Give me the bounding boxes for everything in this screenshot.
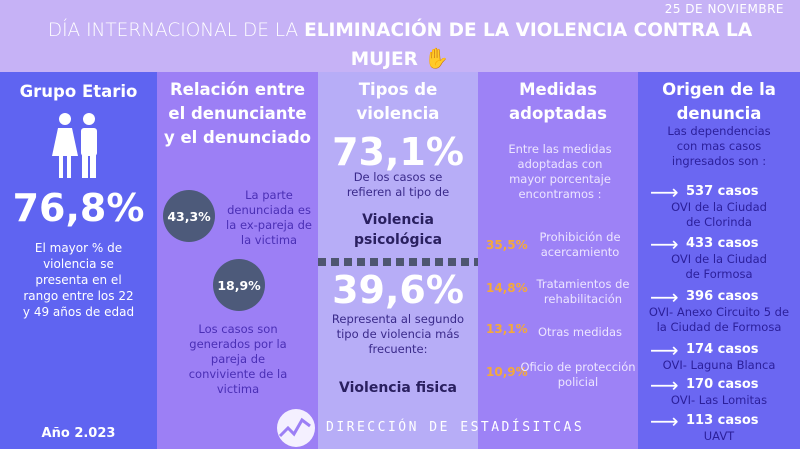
place: OVI de la Ciudad de Clorinda [671, 200, 767, 229]
origen-intro: Las dependencias con mas casos ingresado… [667, 124, 771, 168]
tipos-text-2: Representa al segundo tipo de violencia … [331, 312, 465, 356]
arrow-right-icon: ⟶ [650, 180, 679, 204]
tipos-violence-2: Violencia fisica [339, 380, 457, 396]
grupo-percent: 76,8% [12, 186, 145, 230]
year: Año 2.023 [41, 426, 116, 441]
column-origen: Origen de la denuncia Las dependencias c… [638, 72, 800, 449]
medida-percent: 35,5% [486, 238, 528, 252]
relacion-percent-1: 43,3% [163, 190, 215, 242]
arrow-right-icon: ⟶ [650, 232, 679, 256]
place: UAVT [703, 429, 735, 443]
title-light: DÍA INTERNACIONAL DE LA [47, 20, 305, 41]
medida-percent: 13,1% [486, 322, 528, 336]
relacion-text-2: Los casos son generados por la pareja de… [188, 322, 288, 396]
cases-count: 433 casos [686, 236, 759, 251]
column-relacion: Relación entre el denunciante y el denun… [157, 72, 318, 449]
grupo-title: Grupo Etario [19, 82, 138, 101]
title-line2: MUJER ✋ [0, 46, 800, 70]
title: DÍA INTERNACIONAL DE LA ELIMINACIÓN DE L… [0, 20, 800, 41]
arrow-right-icon: ⟶ [650, 338, 679, 362]
cases-count: 113 casos [686, 413, 759, 428]
tipos-title: Tipos de violencia [356, 80, 440, 123]
hand-print-icon: ✋ [424, 46, 450, 70]
relacion-text-1: La parte denunciada es la ex-pareja de l… [226, 188, 312, 247]
cases-count: 170 casos [686, 377, 759, 392]
column-grupo-etario: Grupo Etario 76,8% El mayor % de violenc… [0, 72, 157, 449]
statistics-logo-icon [277, 409, 315, 447]
cases-count: 537 casos [686, 184, 759, 199]
tipos-percent-2: 39,6% [332, 268, 464, 312]
dashed-divider [318, 258, 478, 266]
people-icon [52, 113, 97, 178]
medida-label: Oficio de protección policial [520, 360, 636, 389]
origen-title: Origen de la denuncia [662, 80, 776, 123]
place: OVI- Las Lomitas [670, 393, 768, 407]
medida-label: Tratamientos de rehabilitación [536, 277, 630, 306]
title-bold: ELIMINACIÓN DE LA VIOLENCIA CONTRA LA [304, 20, 753, 41]
org-name: DIRECCIÓN DE ESTADÍSITCAS [326, 420, 585, 435]
cases-count: 396 casos [686, 289, 759, 304]
medidas-intro: Entre las medidas adoptadas con mayor po… [508, 142, 612, 201]
arrow-right-icon: ⟶ [650, 373, 679, 397]
medida-label: Prohibición de acercamiento [539, 230, 621, 259]
medida-label: Otras medidas [537, 325, 623, 339]
medidas-title: Medidas adoptadas [509, 80, 607, 123]
tipos-text-1: De los casos se refieren al tipo de [346, 170, 450, 199]
medida-percent: 10,9% [486, 365, 528, 379]
place: OVI- Anexo Circuito 5 de la Ciudad de Fo… [648, 305, 790, 334]
place: OVI- Laguna Blanca [662, 358, 776, 372]
medida-percent: 14,8% [486, 281, 528, 295]
relacion-percent-2: 18,9% [213, 259, 265, 311]
place: OVI de la Ciudad de Formosa [671, 252, 767, 281]
title-mujer: MUJER [350, 49, 418, 70]
date: 25 DE NOVIEMBRE [664, 2, 784, 16]
tipos-violence-1: Violencia psicológica [353, 212, 443, 248]
header: 25 DE NOVIEMBRE DÍA INTERNACIONAL DE LA … [0, 0, 800, 72]
tipos-percent-1: 73,1% [332, 130, 464, 174]
cases-count: 174 casos [686, 342, 759, 357]
grupo-text: El mayor % de violencia se presenta en e… [22, 241, 135, 319]
column-medidas: Medidas adoptadas Entre las medidas adop… [478, 72, 638, 449]
relacion-title: Relación entre el denunciante y el denun… [163, 80, 312, 147]
arrow-right-icon: ⟶ [650, 285, 679, 309]
arrow-right-icon: ⟶ [650, 409, 679, 433]
